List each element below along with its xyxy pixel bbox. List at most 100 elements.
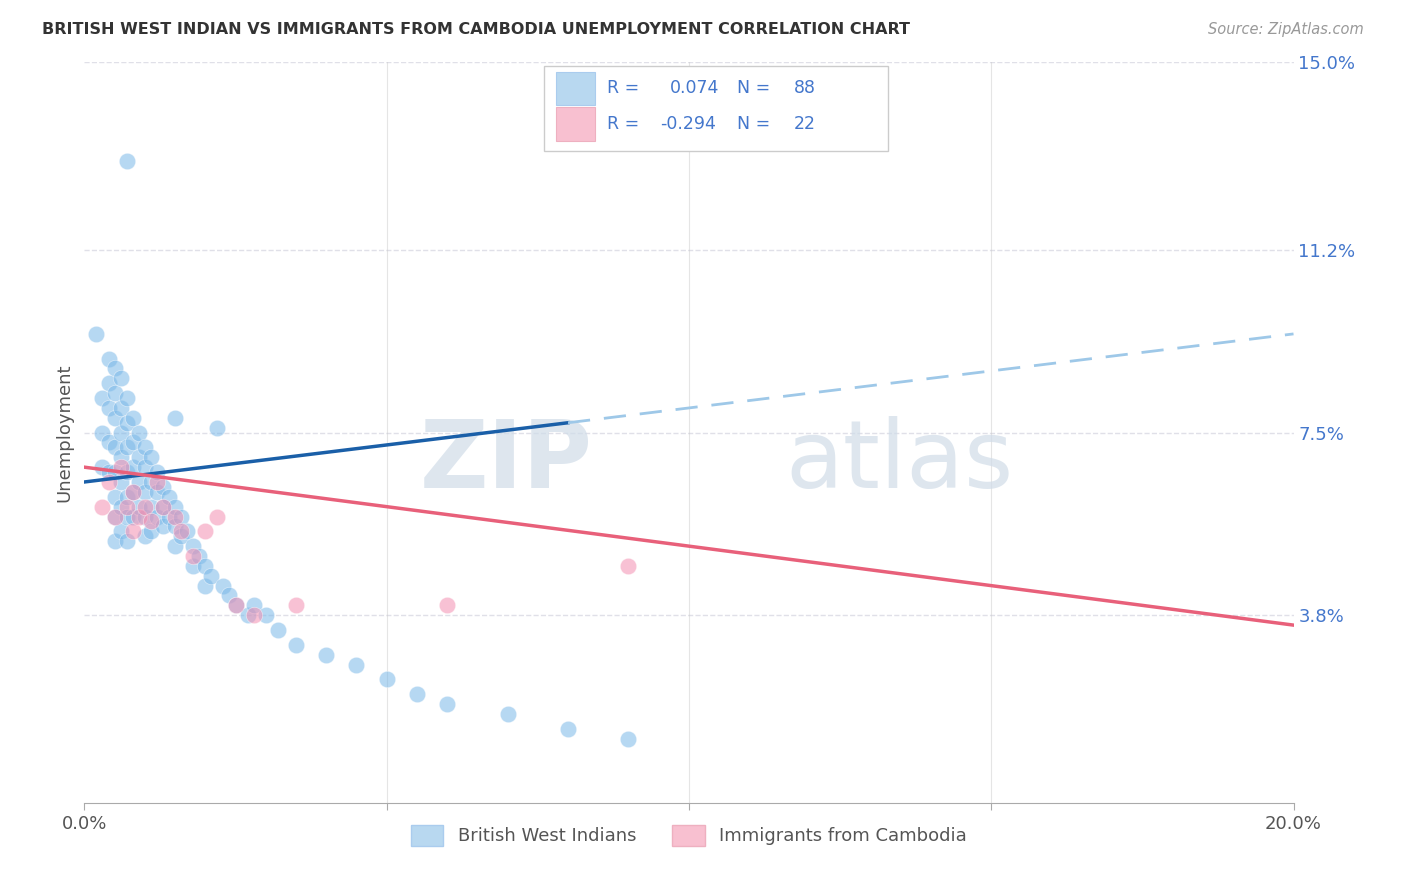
Point <box>139 500 162 514</box>
Point <box>121 484 143 499</box>
Point <box>128 425 150 440</box>
Point <box>86 326 108 341</box>
Point <box>170 529 193 543</box>
Point <box>104 490 127 504</box>
Point <box>97 351 120 366</box>
Point <box>194 579 217 593</box>
Point <box>97 435 120 450</box>
Point <box>110 524 132 539</box>
Point <box>170 509 193 524</box>
Point <box>91 425 114 440</box>
Point <box>181 558 204 573</box>
Point <box>165 410 187 425</box>
Point <box>139 450 162 465</box>
Point <box>146 509 169 524</box>
Point <box>157 509 180 524</box>
FancyBboxPatch shape <box>555 107 595 141</box>
Point <box>165 539 187 553</box>
Point <box>200 568 222 582</box>
Point <box>115 534 138 549</box>
Point <box>194 524 217 539</box>
Text: R =: R = <box>607 79 650 97</box>
Point <box>134 441 156 455</box>
Point <box>139 524 162 539</box>
Text: N =: N = <box>737 79 770 97</box>
Point <box>285 599 308 613</box>
Legend: British West Indians, Immigrants from Cambodia: British West Indians, Immigrants from Ca… <box>404 818 974 853</box>
Point <box>165 509 187 524</box>
Point <box>134 509 156 524</box>
Text: R =: R = <box>607 115 644 133</box>
Point <box>267 623 290 637</box>
Point <box>104 509 127 524</box>
Point <box>104 410 127 425</box>
Point <box>617 731 640 746</box>
Point <box>128 500 150 514</box>
Point <box>97 465 120 479</box>
Point <box>152 500 174 514</box>
Y-axis label: Unemployment: Unemployment <box>55 363 73 502</box>
Point <box>115 490 138 504</box>
Point <box>134 500 156 514</box>
Text: ZIP: ZIP <box>419 417 592 508</box>
Text: Source: ZipAtlas.com: Source: ZipAtlas.com <box>1208 22 1364 37</box>
Point <box>110 475 132 489</box>
Text: N =: N = <box>737 115 770 133</box>
Point <box>165 500 187 514</box>
Point <box>97 475 120 489</box>
Point <box>115 500 138 514</box>
Point <box>225 599 247 613</box>
Point <box>110 460 132 475</box>
Point <box>110 425 132 440</box>
Point <box>146 465 169 479</box>
Point <box>207 420 229 434</box>
Text: 22: 22 <box>794 115 815 133</box>
Point <box>346 657 368 672</box>
Point <box>134 529 156 543</box>
Point <box>557 722 579 736</box>
Point <box>194 558 217 573</box>
Point <box>236 608 259 623</box>
Point <box>152 480 174 494</box>
Point <box>97 376 120 391</box>
Point <box>110 450 132 465</box>
Point <box>128 509 150 524</box>
Point <box>181 549 204 563</box>
Point <box>188 549 211 563</box>
Point <box>91 460 114 475</box>
Point <box>104 509 127 524</box>
Point <box>375 673 398 687</box>
Point <box>496 706 519 721</box>
Point <box>91 500 114 514</box>
Point <box>110 371 132 385</box>
Point <box>436 697 458 711</box>
Point <box>104 465 127 479</box>
Point <box>121 460 143 475</box>
Point <box>115 391 138 405</box>
Point <box>110 401 132 415</box>
Point <box>97 401 120 415</box>
Point <box>436 599 458 613</box>
Point <box>128 475 150 489</box>
Point <box>139 475 162 489</box>
Text: atlas: atlas <box>786 417 1014 508</box>
Point <box>134 460 156 475</box>
Point <box>104 534 127 549</box>
Point <box>115 416 138 430</box>
Point <box>121 435 143 450</box>
Point <box>285 638 308 652</box>
Point <box>121 410 143 425</box>
Point <box>181 539 204 553</box>
Point <box>170 524 193 539</box>
Point <box>315 648 337 662</box>
Point <box>212 579 235 593</box>
Point <box>146 475 169 489</box>
Point <box>121 524 143 539</box>
Text: BRITISH WEST INDIAN VS IMMIGRANTS FROM CAMBODIA UNEMPLOYMENT CORRELATION CHART: BRITISH WEST INDIAN VS IMMIGRANTS FROM C… <box>42 22 910 37</box>
Point <box>225 599 247 613</box>
Point <box>152 519 174 533</box>
Point <box>254 608 277 623</box>
Point <box>406 687 429 701</box>
Point <box>242 608 264 623</box>
Text: 0.074: 0.074 <box>669 79 718 97</box>
